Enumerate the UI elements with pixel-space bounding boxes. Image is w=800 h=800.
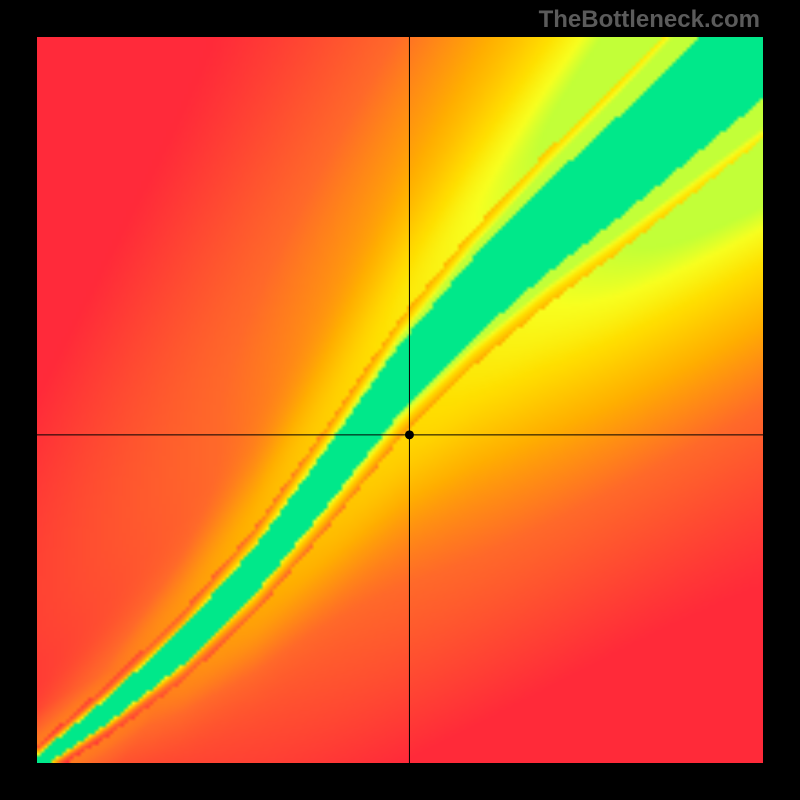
- bottleneck-heatmap: [37, 37, 763, 763]
- watermark-text: TheBottleneck.com: [539, 6, 760, 34]
- chart-container: TheBottleneck.com: [0, 0, 800, 800]
